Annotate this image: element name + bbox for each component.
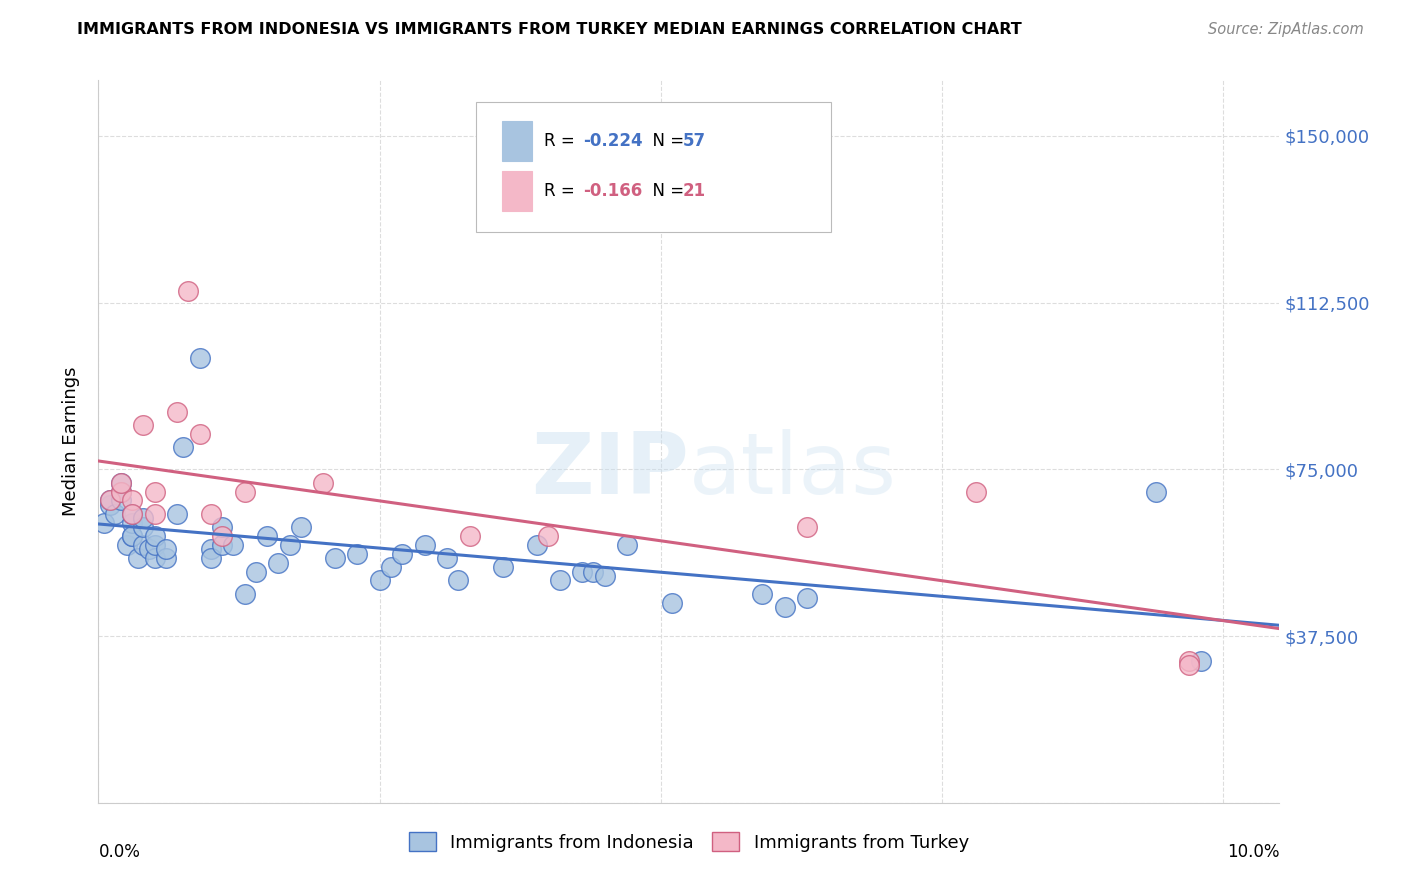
- Point: [121, 493, 143, 508]
- Text: N =: N =: [641, 132, 689, 151]
- Point: [492, 560, 515, 574]
- Point: [211, 529, 233, 543]
- Point: [110, 484, 132, 499]
- Point: [256, 529, 278, 543]
- Point: [143, 538, 166, 552]
- Text: -0.224: -0.224: [582, 132, 643, 151]
- Point: [172, 440, 194, 454]
- Point: [211, 520, 233, 534]
- Point: [233, 587, 256, 601]
- Point: [121, 529, 143, 543]
- Point: [132, 417, 155, 432]
- Point: [796, 520, 818, 534]
- Bar: [502, 171, 531, 211]
- Point: [110, 493, 132, 508]
- Text: ZIP: ZIP: [531, 429, 689, 512]
- Point: [132, 538, 155, 552]
- Point: [751, 587, 773, 601]
- Point: [121, 516, 143, 530]
- Point: [110, 475, 132, 490]
- Point: [155, 542, 177, 557]
- Point: [93, 516, 115, 530]
- Point: [138, 542, 160, 557]
- Point: [616, 538, 638, 552]
- Point: [143, 551, 166, 566]
- Point: [132, 511, 155, 525]
- Point: [98, 493, 121, 508]
- Point: [127, 551, 149, 566]
- Point: [413, 538, 436, 552]
- Point: [98, 498, 121, 512]
- Point: [582, 565, 605, 579]
- Point: [526, 538, 548, 552]
- Text: 0.0%: 0.0%: [98, 843, 141, 861]
- Point: [1178, 657, 1201, 672]
- Point: [965, 484, 987, 499]
- Point: [447, 574, 470, 588]
- Point: [211, 538, 233, 552]
- Point: [593, 569, 616, 583]
- Point: [312, 475, 335, 490]
- Point: [177, 285, 200, 299]
- Point: [155, 551, 177, 566]
- Point: [110, 484, 132, 499]
- Text: 10.0%: 10.0%: [1227, 843, 1279, 861]
- Point: [110, 475, 132, 490]
- Point: [143, 529, 166, 543]
- Point: [132, 520, 155, 534]
- Text: R =: R =: [544, 132, 579, 151]
- Point: [222, 538, 245, 552]
- Point: [323, 551, 346, 566]
- Point: [1178, 653, 1201, 667]
- Point: [188, 426, 211, 441]
- Point: [115, 538, 138, 552]
- Bar: [502, 121, 531, 161]
- Point: [773, 600, 796, 615]
- Point: [796, 591, 818, 606]
- Point: [233, 484, 256, 499]
- Point: [368, 574, 391, 588]
- Point: [548, 574, 571, 588]
- Point: [200, 542, 222, 557]
- Point: [200, 551, 222, 566]
- Point: [1144, 484, 1167, 499]
- Text: N =: N =: [641, 182, 689, 200]
- Point: [143, 507, 166, 521]
- Point: [278, 538, 301, 552]
- Text: IMMIGRANTS FROM INDONESIA VS IMMIGRANTS FROM TURKEY MEDIAN EARNINGS CORRELATION : IMMIGRANTS FROM INDONESIA VS IMMIGRANTS …: [77, 22, 1022, 37]
- Point: [166, 404, 188, 418]
- Text: 21: 21: [683, 182, 706, 200]
- Text: 57: 57: [683, 132, 706, 151]
- Text: -0.166: -0.166: [582, 182, 643, 200]
- Legend: Immigrants from Indonesia, Immigrants from Turkey: Immigrants from Indonesia, Immigrants fr…: [402, 825, 976, 859]
- Point: [121, 507, 143, 521]
- Point: [571, 565, 593, 579]
- Point: [188, 351, 211, 366]
- Point: [380, 560, 402, 574]
- Point: [121, 507, 143, 521]
- Point: [290, 520, 312, 534]
- Point: [98, 493, 121, 508]
- Point: [267, 556, 290, 570]
- Point: [104, 507, 127, 521]
- Point: [346, 547, 368, 561]
- Point: [458, 529, 481, 543]
- Text: Source: ZipAtlas.com: Source: ZipAtlas.com: [1208, 22, 1364, 37]
- Point: [200, 507, 222, 521]
- Point: [121, 529, 143, 543]
- Point: [245, 565, 267, 579]
- Point: [166, 507, 188, 521]
- Y-axis label: Median Earnings: Median Earnings: [62, 367, 80, 516]
- Point: [143, 484, 166, 499]
- Text: atlas: atlas: [689, 429, 897, 512]
- Point: [661, 596, 683, 610]
- Point: [537, 529, 560, 543]
- Point: [1189, 653, 1212, 667]
- Point: [391, 547, 413, 561]
- Text: R =: R =: [544, 182, 579, 200]
- Point: [436, 551, 458, 566]
- FancyBboxPatch shape: [477, 102, 831, 232]
